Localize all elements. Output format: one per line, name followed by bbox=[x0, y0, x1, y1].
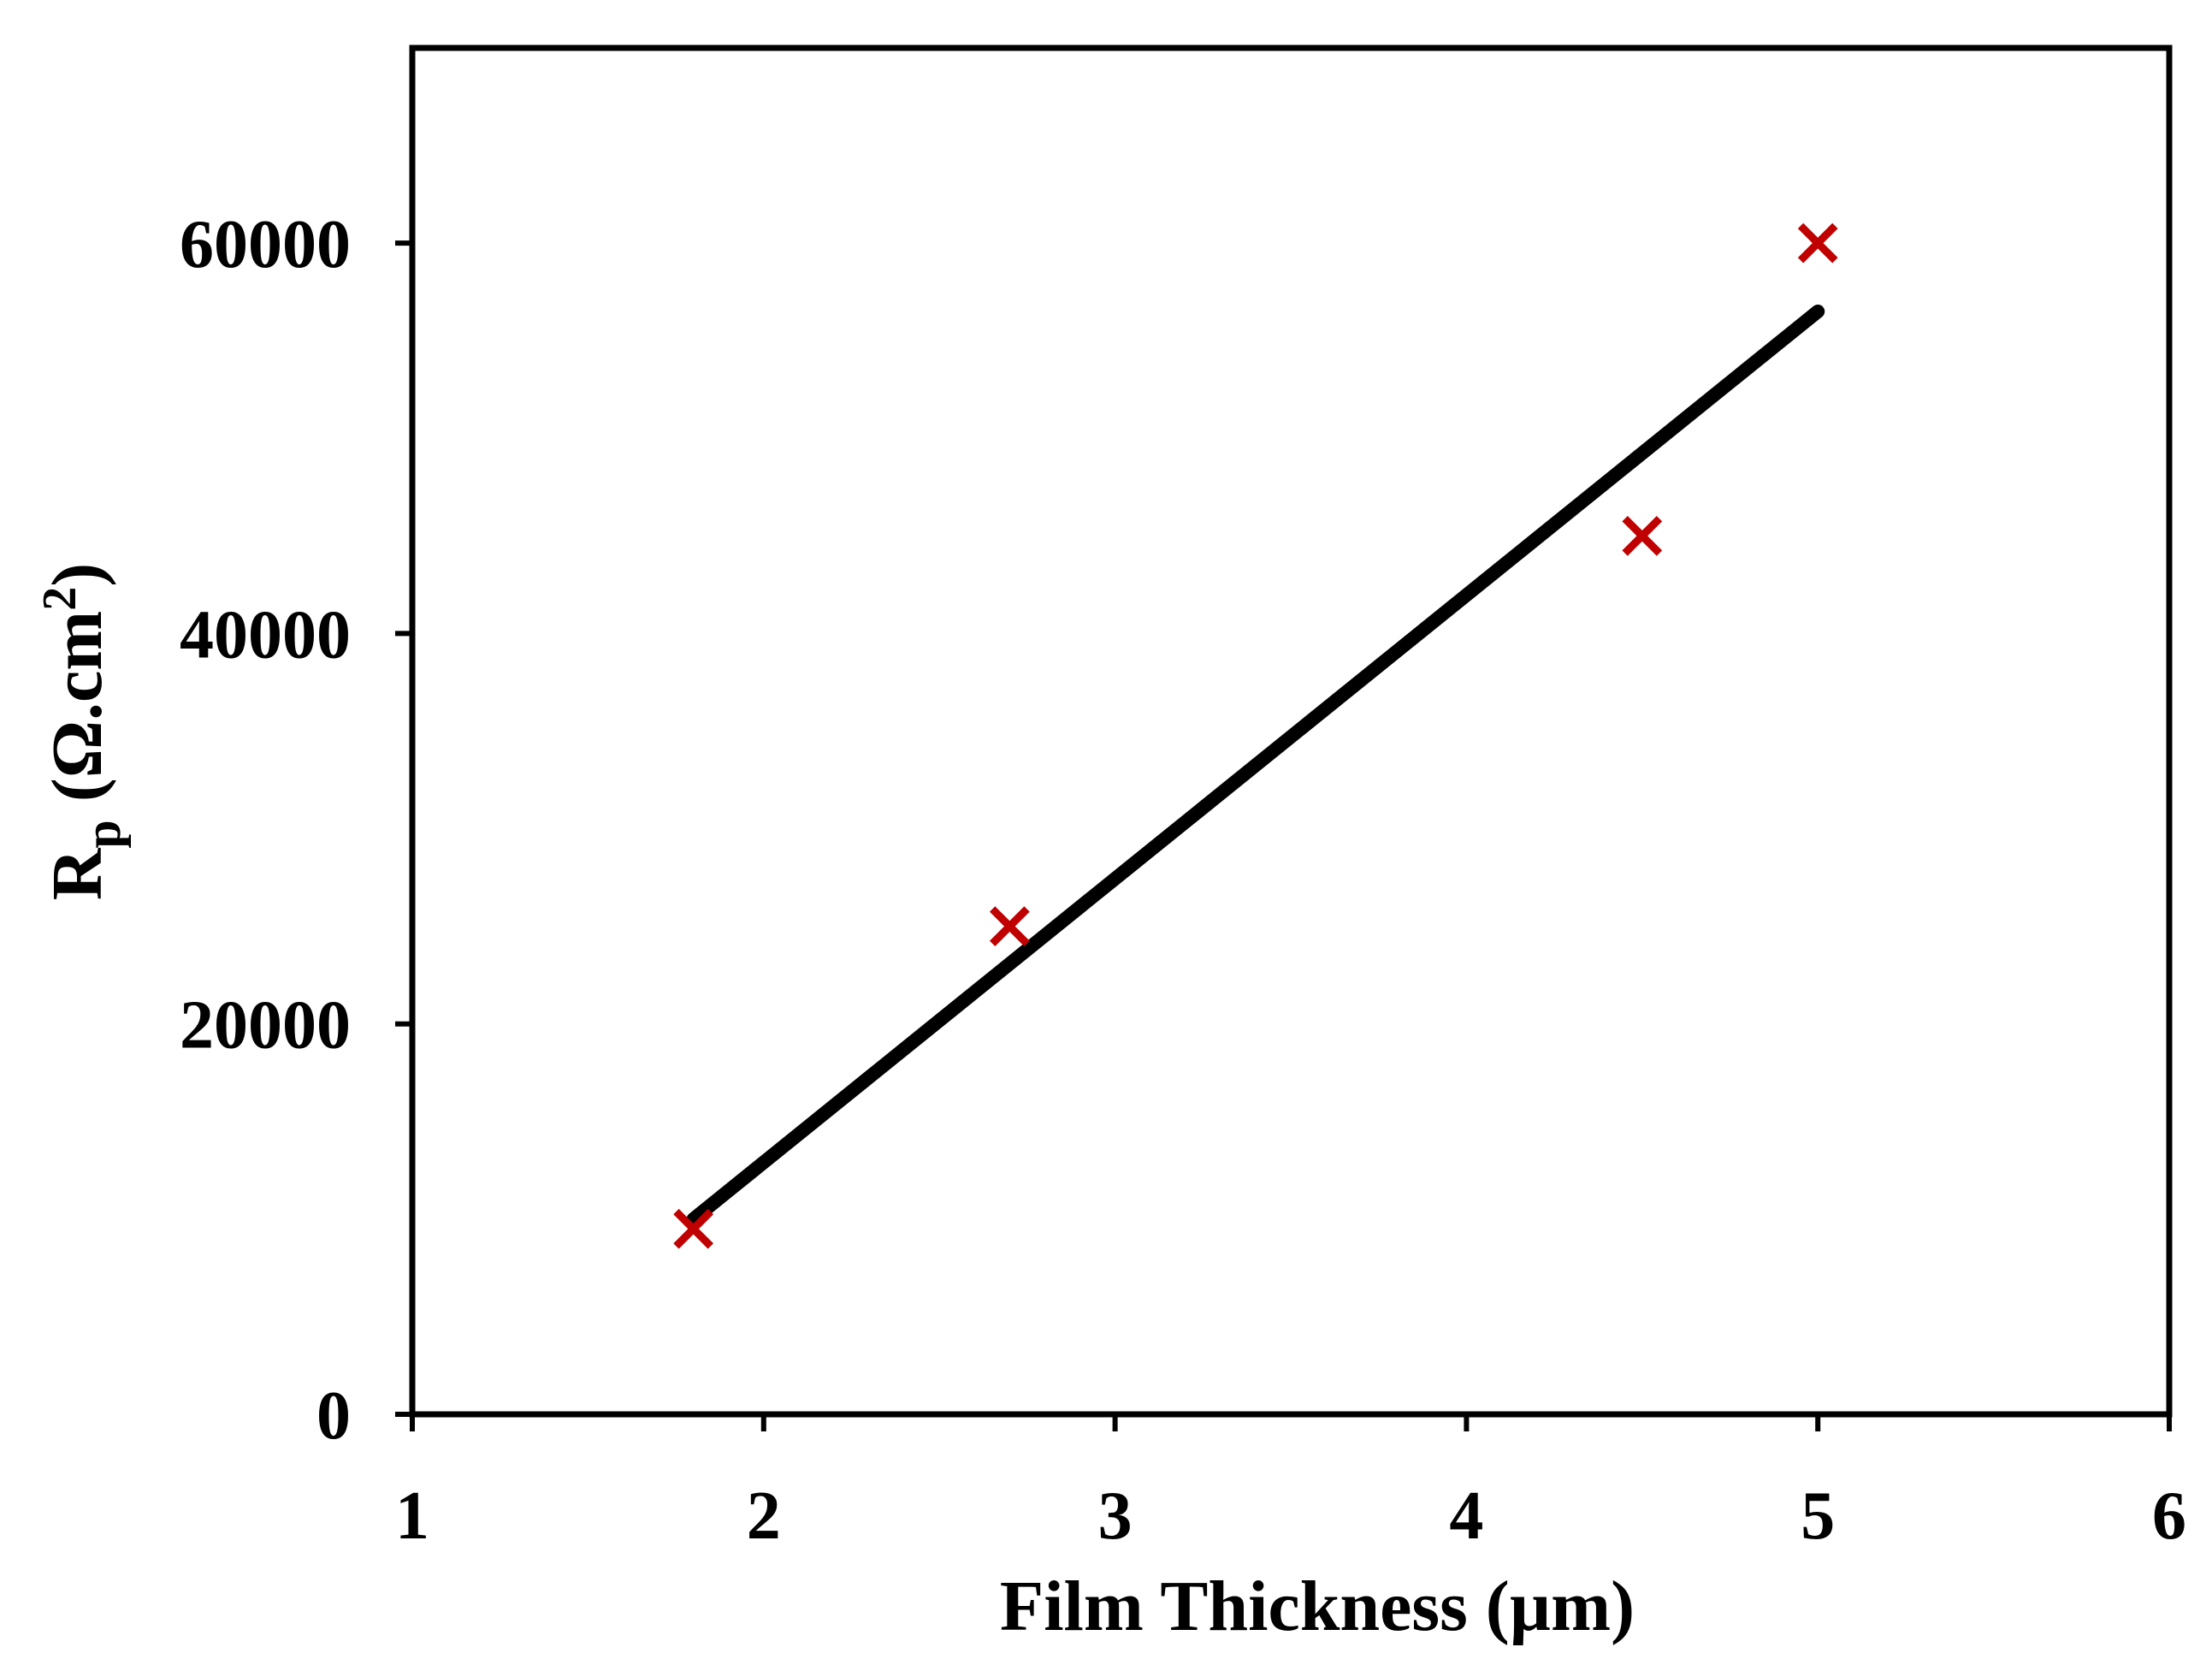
y-axis-title-close: ) bbox=[38, 563, 117, 587]
y-axis-title-main: R bbox=[38, 847, 117, 900]
trendline-group bbox=[686, 304, 1825, 1226]
x-tick-label: 1 bbox=[395, 1478, 429, 1554]
x-axis-title: Film Thickness (µm) bbox=[1000, 1567, 1635, 1646]
x-axis-ticks: 1 2 3 4 5 6 bbox=[395, 1414, 2186, 1554]
x-tick-label: 2 bbox=[747, 1478, 781, 1554]
y-tick-label: 20000 bbox=[180, 988, 351, 1064]
y-axis-title-unit: (Ω.cm bbox=[38, 611, 117, 821]
trendline bbox=[686, 304, 1825, 1226]
x-tick-label: 6 bbox=[2152, 1478, 2186, 1554]
data-point bbox=[1622, 515, 1663, 556]
y-axis-title-subscript: p bbox=[74, 820, 131, 848]
x-tick-label: 3 bbox=[1098, 1478, 1133, 1554]
y-axis-title-superscript: 2 bbox=[33, 587, 86, 611]
y-axis-ticks: 0 20000 40000 60000 bbox=[180, 207, 412, 1454]
data-points bbox=[673, 222, 1838, 1249]
y-tick-label: 40000 bbox=[180, 597, 351, 673]
plot-frame bbox=[409, 44, 2173, 1418]
data-point bbox=[1797, 222, 1838, 264]
y-tick-label: 0 bbox=[316, 1378, 351, 1454]
y-axis-title: Rp (Ω.cm2) bbox=[33, 563, 131, 901]
y-tick-label: 60000 bbox=[180, 207, 351, 282]
data-point bbox=[989, 906, 1030, 947]
x-tick-label: 4 bbox=[1449, 1478, 1483, 1554]
data-point bbox=[673, 1208, 714, 1249]
x-tick-label: 5 bbox=[1801, 1478, 1835, 1554]
